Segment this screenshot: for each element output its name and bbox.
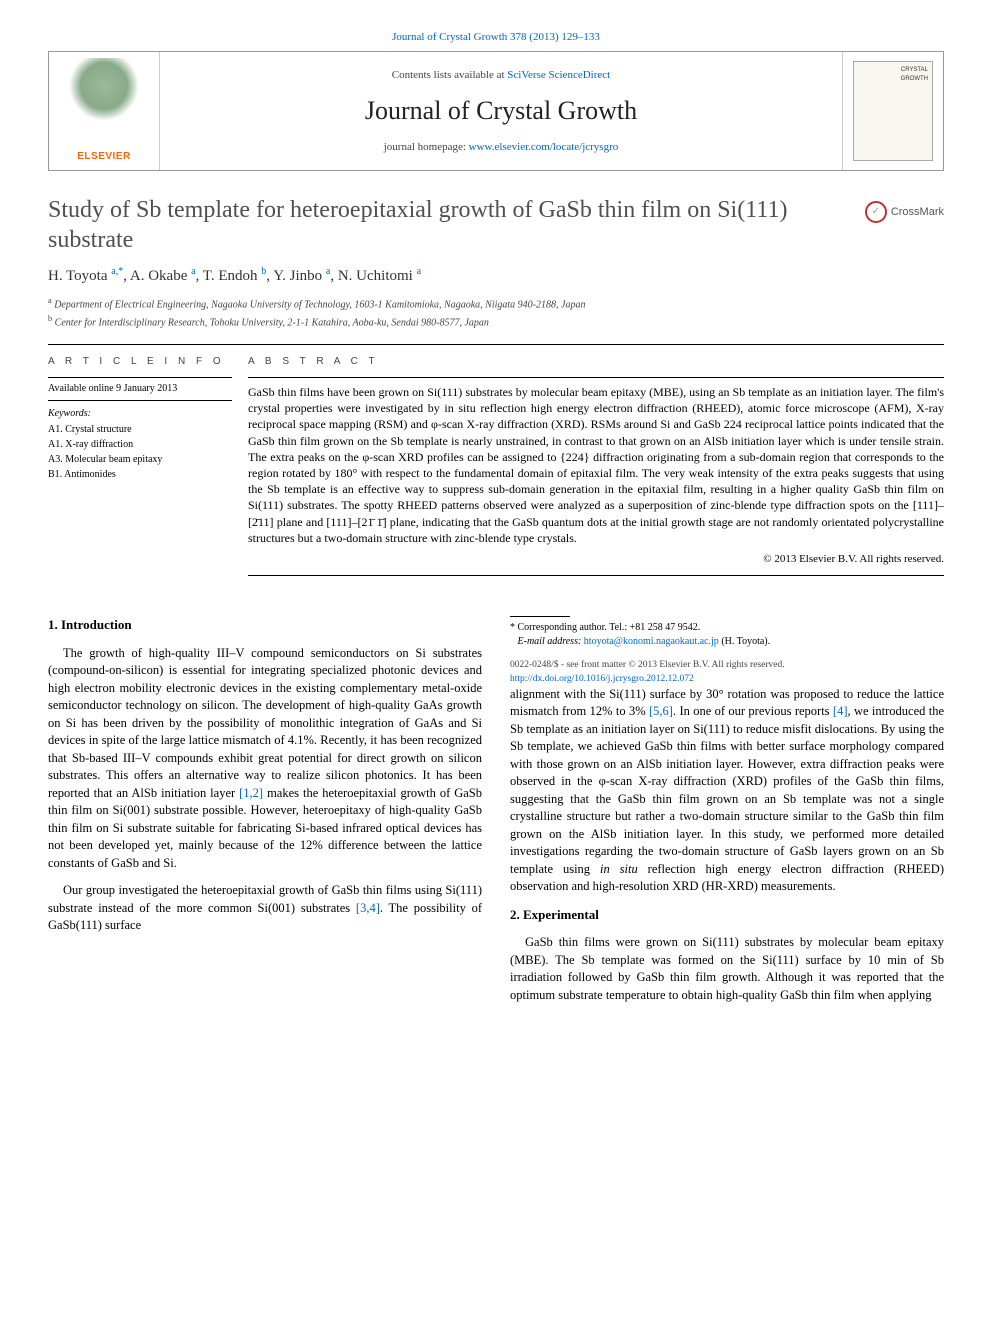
section-1-p2: Our group investigated the heteroepitaxi… <box>48 882 482 935</box>
email-suffix: (H. Toyota). <box>719 636 770 647</box>
cover-cell: CRYSTAL GROWTH <box>843 52 943 170</box>
footnote-block: * Corresponding author. Tel.: +81 258 47… <box>510 616 944 686</box>
elsevier-tree-icon <box>64 58 144 128</box>
journal-title-cell: Contents lists available at SciVerse Sci… <box>159 52 843 170</box>
abstract-bottom-rule <box>248 575 944 576</box>
article-info-heading: A R T I C L E I N F O <box>48 355 232 369</box>
cover-text-2: GROWTH <box>901 75 928 83</box>
publisher-cell: ELSEVIER <box>49 52 159 170</box>
footnote-separator <box>510 616 570 617</box>
keyword-item: A1. X-ray diffraction <box>48 438 232 452</box>
article-info-col: A R T I C L E I N F O Available online 9… <box>48 345 248 586</box>
section-2-p1: GaSb thin films were grown on Si(111) su… <box>510 934 944 1004</box>
sciencedirect-link[interactable]: SciVerse ScienceDirect <box>507 69 610 81</box>
footer-block: 0022-0248/$ - see front matter © 2013 El… <box>510 659 944 686</box>
homepage-prefix: journal homepage: <box>384 141 469 153</box>
keyword-item: A3. Molecular beam epitaxy <box>48 453 232 467</box>
info-abstract-row: A R T I C L E I N F O Available online 9… <box>48 344 944 586</box>
ref-link[interactable]: [1,2] <box>239 786 263 800</box>
doi-link[interactable]: http://dx.doi.org/10.1016/j.jcrysgro.201… <box>510 674 694 684</box>
keyword-item: A1. Crystal structure <box>48 423 232 437</box>
elsevier-wordmark: ELSEVIER <box>77 150 130 164</box>
authors-line: H. Toyota a,*, A. Okabe a, T. Endoh b, Y… <box>48 265 944 287</box>
journal-cover-thumb: CRYSTAL GROWTH <box>853 61 933 161</box>
doi-line: http://dx.doi.org/10.1016/j.jcrysgro.201… <box>510 673 944 686</box>
affiliation-b: b Center for Interdisciplinary Research,… <box>48 313 944 330</box>
journal-citation-link[interactable]: Journal of Crystal Growth 378 (2013) 129… <box>392 31 600 43</box>
contents-line: Contents lists available at SciVerse Sci… <box>392 68 610 83</box>
section-2-heading: 2. Experimental <box>510 906 944 924</box>
abstract-col: A B S T R A C T GaSb thin films have bee… <box>248 345 944 586</box>
email-line: E-mail address: htoyota@konomi.nagaokaut… <box>510 635 944 649</box>
author-email-link[interactable]: htoyota@konomi.nagaokaut.ac.jp <box>584 636 719 647</box>
ref-link[interactable]: [3,4] <box>356 901 380 915</box>
abstract-copyright: © 2013 Elsevier B.V. All rights reserved… <box>248 552 944 567</box>
homepage-link[interactable]: www.elsevier.com/locate/jcrysgro <box>469 141 619 153</box>
title-row: Study of Sb template for heteroepitaxial… <box>48 195 944 255</box>
abstract-heading: A B S T R A C T <box>248 355 944 369</box>
crossmark-icon: ✓ <box>865 201 887 223</box>
section-1-p3-continuation: alignment with the Si(111) surface by 30… <box>510 686 944 896</box>
affiliation-a: a Department of Electrical Engineering, … <box>48 295 944 312</box>
journal-citation[interactable]: Journal of Crystal Growth 378 (2013) 129… <box>48 30 944 45</box>
cover-text-1: CRYSTAL <box>901 66 928 74</box>
keywords-list: A1. Crystal structure A1. X-ray diffract… <box>48 423 232 482</box>
keywords-label: Keywords: <box>48 407 232 421</box>
corresponding-author: * Corresponding author. Tel.: +81 258 47… <box>510 621 944 635</box>
contents-prefix: Contents lists available at <box>392 69 507 81</box>
crossmark-badge[interactable]: ✓ CrossMark <box>865 201 944 223</box>
affiliation-a-text: Department of Electrical Engineering, Na… <box>54 300 585 311</box>
affiliation-b-text: Center for Interdisciplinary Research, T… <box>55 317 489 328</box>
body-two-column: 1. Introduction The growth of high-quali… <box>48 616 944 1004</box>
email-label: E-mail address: <box>518 636 584 647</box>
abstract-text: GaSb thin films have been grown on Si(11… <box>248 377 944 546</box>
journal-name: Journal of Crystal Growth <box>365 93 637 129</box>
section-1-heading: 1. Introduction <box>48 616 482 634</box>
journal-homepage-line: journal homepage: www.elsevier.com/locat… <box>384 140 619 155</box>
ref-link[interactable]: [5,6] <box>649 704 673 718</box>
crossmark-label: CrossMark <box>891 205 944 220</box>
front-matter-line: 0022-0248/$ - see front matter © 2013 El… <box>510 659 944 672</box>
keyword-item: B1. Antimonides <box>48 468 232 482</box>
journal-header-box: ELSEVIER Contents lists available at Sci… <box>48 51 944 171</box>
article-title: Study of Sb template for heteroepitaxial… <box>48 195 865 255</box>
affiliations-block: a Department of Electrical Engineering, … <box>48 295 944 330</box>
section-1-p1: The growth of high-quality III–V compoun… <box>48 645 482 873</box>
available-online: Available online 9 January 2013 <box>48 377 232 401</box>
ref-link[interactable]: [4] <box>833 704 848 718</box>
